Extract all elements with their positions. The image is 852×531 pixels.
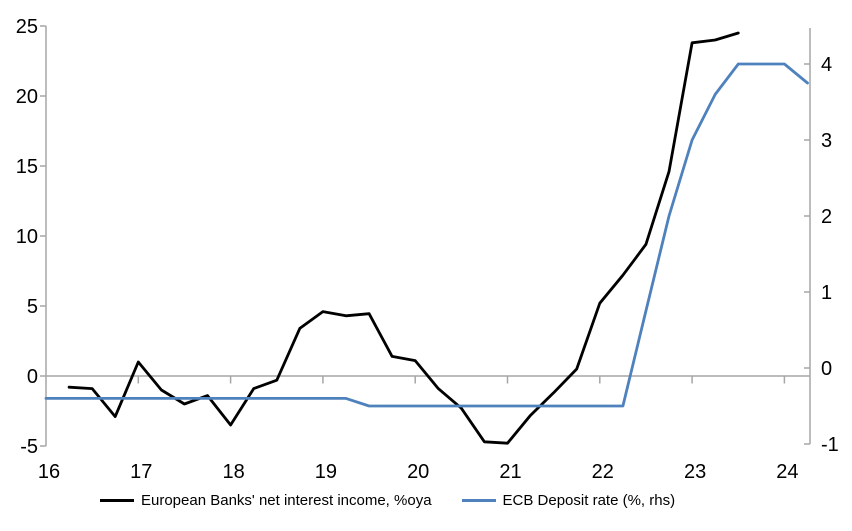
- legend-line-swatch-blue: [461, 499, 496, 502]
- series-line-0: [67, 31, 740, 445]
- series-line-1: [44, 62, 809, 408]
- right-axis-tick-label: 0: [821, 358, 832, 380]
- x-axis-tick-label: 19: [315, 461, 337, 483]
- x-axis-tick-label: 23: [684, 461, 706, 483]
- right-axis-tick-label: -1: [821, 434, 839, 456]
- right-axis-tick-label: 2: [821, 206, 832, 228]
- legend-item-ecb-deposit-rate: ECB Deposit rate (%, rhs): [461, 492, 676, 509]
- x-axis-tick-label: 21: [499, 461, 521, 483]
- legend-line-swatch-black: [100, 499, 134, 502]
- x-axis-tick-label: 17: [130, 461, 152, 483]
- left-axis-tick-label: 0: [27, 366, 38, 388]
- right-axis-tick-label: 1: [821, 282, 832, 304]
- x-axis-tick-label: 18: [222, 461, 244, 483]
- legend-label-ecb-deposit-rate: ECB Deposit rate (%, rhs): [502, 492, 676, 509]
- x-axis-tick-label: 16: [38, 461, 60, 483]
- x-axis-tick-label: 22: [592, 461, 614, 483]
- right-axis-tick-label: 3: [821, 130, 832, 152]
- legend-label-net-interest-income: European Banks' net interest income, %oy…: [141, 492, 432, 509]
- legend: European Banks' net interest income, %oy…: [100, 492, 675, 509]
- left-axis-tick-label: -5: [20, 436, 38, 458]
- left-axis-tick-label: 5: [27, 296, 38, 318]
- left-axis-tick-label: 10: [16, 226, 38, 248]
- x-axis-tick-label: 20: [407, 461, 429, 483]
- right-axis-tick-label: 4: [821, 54, 832, 76]
- legend-item-net-interest-income: European Banks' net interest income, %oy…: [100, 492, 432, 509]
- left-axis-tick-label: 25: [16, 16, 38, 38]
- left-axis-tick-label: 15: [16, 156, 38, 178]
- left-axis-tick-label: 20: [16, 86, 38, 108]
- x-axis-tick-label: 24: [776, 461, 798, 483]
